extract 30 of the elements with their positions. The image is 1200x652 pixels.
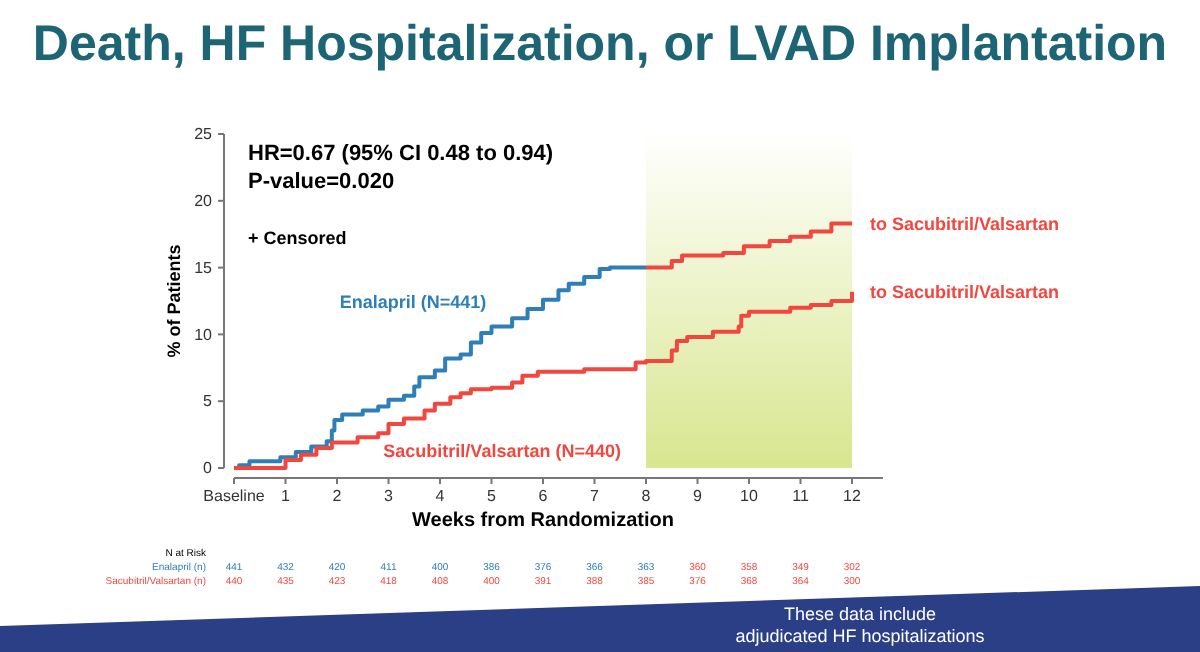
x-tick-label: 4 (435, 487, 446, 506)
annotation: to Sacubitril/Valsartan (870, 213, 1060, 234)
y-tick-label: 25 (194, 125, 214, 144)
x-tick-label: 12 (843, 487, 862, 506)
x-tick-label: 3 (384, 487, 395, 506)
text: These data include adjudicated HF hospitalizations (735, 604, 986, 646)
annotation: + Censored (248, 228, 347, 248)
x-tick-label: 6 (538, 487, 549, 506)
series-label: Enalapril (N=441) (339, 291, 487, 312)
x-tick-label: 8 (641, 487, 652, 506)
x-tick-label: 7 (590, 487, 601, 506)
series-label: Sacubitril/Valsartan (N=440) (383, 441, 621, 462)
chart-title: Death, HF Hospitalization, or LVAD Implantation (32, 16, 1168, 72)
x-axis-title: Weeks from Randomization (412, 510, 674, 532)
x-tick-label: 9 (693, 487, 704, 506)
y-axis-title: % of Patients (164, 244, 184, 358)
y-tick-label: 20 (194, 191, 214, 210)
x-tick-label: Baseline (203, 487, 266, 506)
x-tick-label: 10 (740, 487, 759, 506)
y-tick-label: 15 (194, 258, 214, 277)
annotation: P-value=0.020 (248, 170, 395, 194)
annotation: HR=0.67 (95% CI 0.48 to 0.94) (248, 142, 554, 166)
y-tick-label: 0 (203, 459, 214, 478)
x-tick-label: 2 (332, 487, 343, 506)
x-tick-label: 1 (281, 487, 292, 506)
y-tick-label: 10 (194, 325, 214, 344)
x-tick-label: 5 (487, 487, 498, 506)
y-tick-label: 5 (203, 392, 214, 411)
x-tick-label: 11 (792, 487, 810, 506)
annotation: to Sacubitril/Valsartan (870, 281, 1060, 302)
